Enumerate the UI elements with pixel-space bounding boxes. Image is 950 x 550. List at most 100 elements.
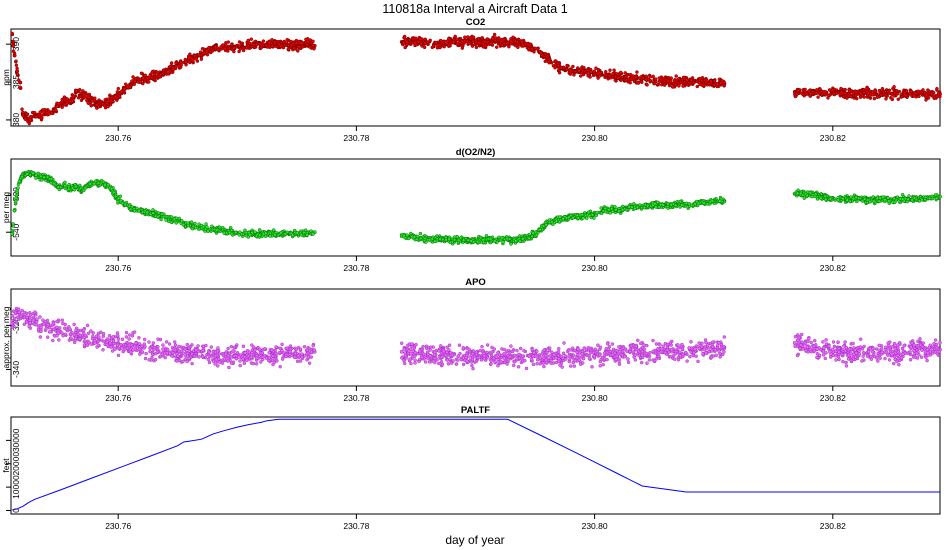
- sample-point: [500, 236, 504, 240]
- sample-point: [207, 350, 211, 354]
- sample-point: [923, 195, 928, 200]
- sample-point: [633, 206, 637, 211]
- sample-point: [55, 325, 59, 330]
- sample-point: [423, 37, 428, 42]
- sample-point: [101, 331, 106, 336]
- sample-point: [447, 43, 451, 48]
- sample-point: [124, 330, 129, 335]
- sample-point: [94, 103, 99, 107]
- sample-point: [116, 337, 121, 341]
- sample-point: [617, 209, 621, 214]
- sample-point: [199, 57, 204, 61]
- sample-point: [619, 70, 623, 75]
- sample-point: [18, 85, 22, 89]
- sample-point: [63, 180, 67, 185]
- sample-point: [818, 87, 822, 92]
- sample-point: [62, 103, 67, 107]
- sample-point: [871, 199, 876, 203]
- sample-point: [405, 233, 409, 237]
- sample-point: [141, 76, 145, 80]
- sample-point: [138, 80, 143, 84]
- sample-point: [68, 327, 72, 331]
- sample-point: [167, 342, 172, 346]
- sample-point: [553, 59, 558, 63]
- x-tick-label: 230.80: [582, 133, 608, 143]
- sample-point: [15, 69, 20, 74]
- sample-point: [624, 78, 628, 82]
- sample-point: [16, 307, 21, 311]
- sample-point: [418, 231, 423, 236]
- sample-point: [232, 49, 236, 54]
- sample-point: [580, 68, 585, 73]
- sample-point: [170, 354, 174, 358]
- sample-point: [631, 74, 635, 78]
- sample-point: [101, 348, 105, 352]
- sample-point: [45, 335, 50, 339]
- sample-point: [108, 341, 113, 346]
- sample-point: [22, 322, 27, 327]
- sample-point: [257, 347, 262, 351]
- sample-point: [599, 211, 604, 216]
- sample-point: [152, 77, 157, 82]
- sample-point: [11, 44, 15, 48]
- sample-point: [226, 346, 230, 351]
- sample-point: [515, 40, 520, 44]
- sample-point: [109, 187, 114, 191]
- sample-point: [25, 112, 30, 116]
- sample-point: [841, 196, 845, 201]
- sample-point: [799, 191, 803, 196]
- sample-point: [172, 217, 177, 221]
- sample-point: [308, 45, 312, 49]
- sample-point: [887, 91, 892, 96]
- sample-point: [134, 76, 138, 81]
- sample-point: [31, 171, 35, 176]
- x-tick-label: 230.82: [820, 133, 846, 143]
- sample-point: [25, 172, 29, 176]
- sample-point: [258, 42, 263, 46]
- sample-point: [877, 88, 882, 93]
- sample-point: [82, 343, 87, 348]
- sample-point: [475, 239, 480, 244]
- sample-point: [203, 227, 208, 232]
- measurement-cloud: [10, 31, 942, 126]
- sample-point: [463, 35, 467, 39]
- sample-point: [507, 237, 512, 241]
- sample-point: [292, 355, 297, 360]
- sample-point: [571, 215, 575, 220]
- sample-point: [640, 80, 644, 85]
- sample-point: [892, 196, 896, 201]
- sample-point: [210, 224, 214, 229]
- sample-point: [299, 232, 303, 237]
- y-axis-label: per meg: [1, 192, 11, 223]
- y-axis-label: ppm: [1, 69, 11, 86]
- sample-point: [16, 186, 20, 190]
- sample-point: [177, 216, 181, 221]
- sample-point: [61, 321, 65, 326]
- sample-point: [718, 199, 722, 203]
- sample-point: [87, 92, 92, 97]
- sample-point: [151, 211, 155, 215]
- sample-point: [681, 84, 685, 88]
- sample-point: [245, 358, 249, 363]
- sample-point: [190, 361, 194, 366]
- sample-point: [455, 41, 459, 46]
- sample-point: [97, 335, 101, 339]
- sample-point: [543, 52, 548, 56]
- sample-point: [298, 347, 303, 351]
- sample-point: [630, 205, 634, 209]
- sample-point: [127, 337, 131, 341]
- sample-point: [260, 351, 265, 355]
- sample-point: [71, 94, 76, 99]
- sample-point: [10, 31, 14, 36]
- sample-point: [251, 42, 256, 47]
- x-tick-label: 230.78: [343, 133, 369, 143]
- sample-point: [177, 358, 182, 363]
- sample-point: [442, 44, 446, 49]
- sample-point: [235, 351, 240, 355]
- sample-point: [273, 233, 277, 237]
- sample-point: [270, 347, 274, 352]
- sample-point: [66, 187, 71, 192]
- sample-point: [311, 343, 315, 348]
- sample-point: [78, 183, 82, 188]
